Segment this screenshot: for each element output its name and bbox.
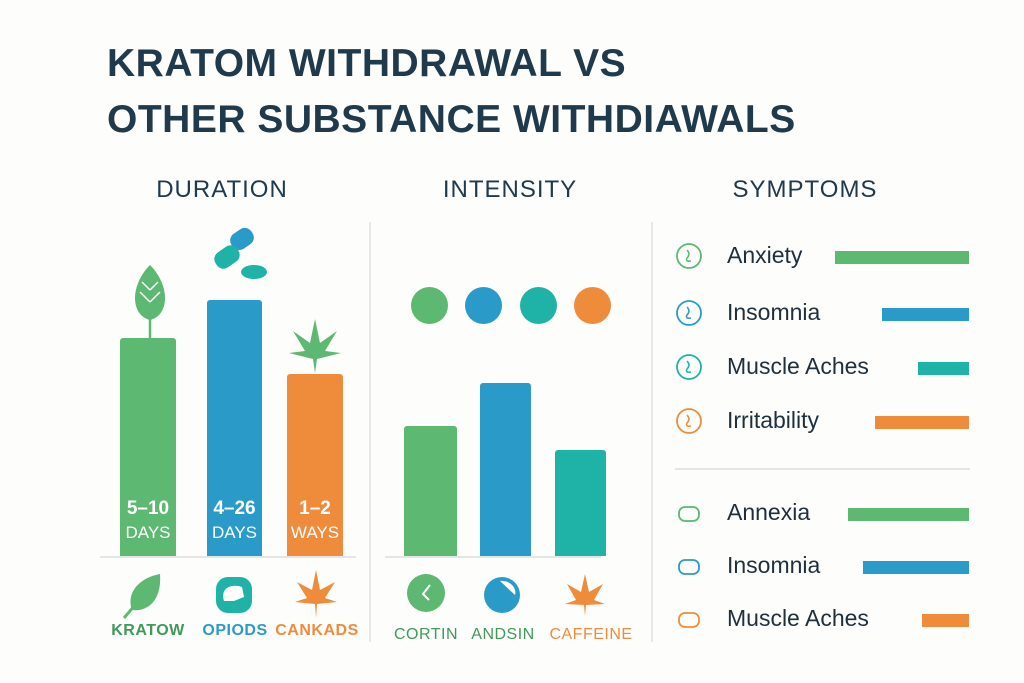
symptom-row: Irritability <box>675 405 975 441</box>
divider <box>651 222 653 642</box>
symptom-bar <box>922 614 969 627</box>
intensity-bar-andsin <box>480 383 531 556</box>
irritability-icon <box>676 408 702 434</box>
symptom-bar <box>835 251 969 264</box>
duration-bar-cannabis <box>287 374 343 556</box>
duration-label-cannabis: 1–2 WAYS <box>290 498 340 542</box>
legend-dot-green <box>411 287 448 324</box>
symptom-row: Anxiety <box>675 240 975 276</box>
symptom-bar <box>881 308 969 321</box>
stomach-icon <box>678 506 700 522</box>
symptoms-divider <box>675 468 970 470</box>
symptom-row: Insomnia <box>675 550 975 586</box>
pills-icon <box>214 228 267 279</box>
category-cannabis: CANKADS <box>275 622 359 639</box>
symptom-label: Muscle Aches <box>727 353 869 379</box>
anxiety-icon <box>676 243 702 269</box>
cannabis-leaf-icon <box>565 574 605 616</box>
cannabis-leaf-icon <box>289 319 341 373</box>
symptom-label: Insomnia <box>727 299 821 325</box>
category-opioids: OPIODS <box>202 622 268 639</box>
clock-icon <box>407 574 445 612</box>
category-kratom: KRATOW <box>111 622 185 639</box>
title-line-2: OTHER SUBSTANCE WITHDIAWALS <box>107 98 796 141</box>
legend-dot-teal <box>520 287 557 324</box>
pill-circle-icon <box>484 577 520 613</box>
duration-heading: DURATION <box>156 176 288 203</box>
symptom-label: Insomnia <box>727 552 821 578</box>
intensity-bar-caffeine <box>555 450 606 556</box>
symptoms-heading: SYMPTOMS <box>732 176 878 203</box>
divider <box>369 222 371 642</box>
duration-label-kratom: 5–10 DAYS <box>125 498 171 542</box>
category-andsin: ANDSIN <box>471 626 535 643</box>
duration-label-opioids: 4–26 DAYS <box>211 498 258 542</box>
symptom-label: Anxiety <box>727 242 803 268</box>
arrow-icon <box>678 559 700 575</box>
symptom-bar <box>848 508 969 521</box>
legend-dot-blue <box>465 287 502 324</box>
legend-dot-orange <box>574 287 611 324</box>
intensity-baseline <box>385 556 601 558</box>
symptom-bar <box>918 362 969 375</box>
title-line-1: KRATOM WITHDRAWAL VS <box>107 42 627 85</box>
category-cortin: CORTIN <box>393 626 459 643</box>
duration-bar-kratom <box>120 338 176 556</box>
pill-icon <box>216 577 252 613</box>
symptom-row: Muscle Aches <box>675 603 975 639</box>
duration-bar-opioids <box>207 300 262 556</box>
symptom-row: Insomnia <box>675 297 975 333</box>
capsule-icon <box>678 612 700 628</box>
symptom-label: Irritability <box>727 407 820 433</box>
symptom-label: Muscle Aches <box>727 605 869 631</box>
category-caffeine: CAFFEINE <box>549 626 633 643</box>
symptom-bar <box>875 416 969 429</box>
cannabis-leaf-icon <box>295 570 337 618</box>
leaf-icon <box>122 574 161 619</box>
intensity-bar-cortin <box>404 426 457 556</box>
symptom-row: Muscle Aches <box>675 351 975 387</box>
sad-face-icon <box>676 300 702 326</box>
muscle-icon <box>676 354 702 380</box>
duration-baseline <box>100 556 356 558</box>
intensity-heading: INTENSITY <box>442 176 578 203</box>
symptom-row: Annexia <box>675 497 975 533</box>
symptom-label: Annexia <box>727 499 811 525</box>
symptom-bar <box>863 561 969 574</box>
leaf-icon <box>135 265 165 338</box>
